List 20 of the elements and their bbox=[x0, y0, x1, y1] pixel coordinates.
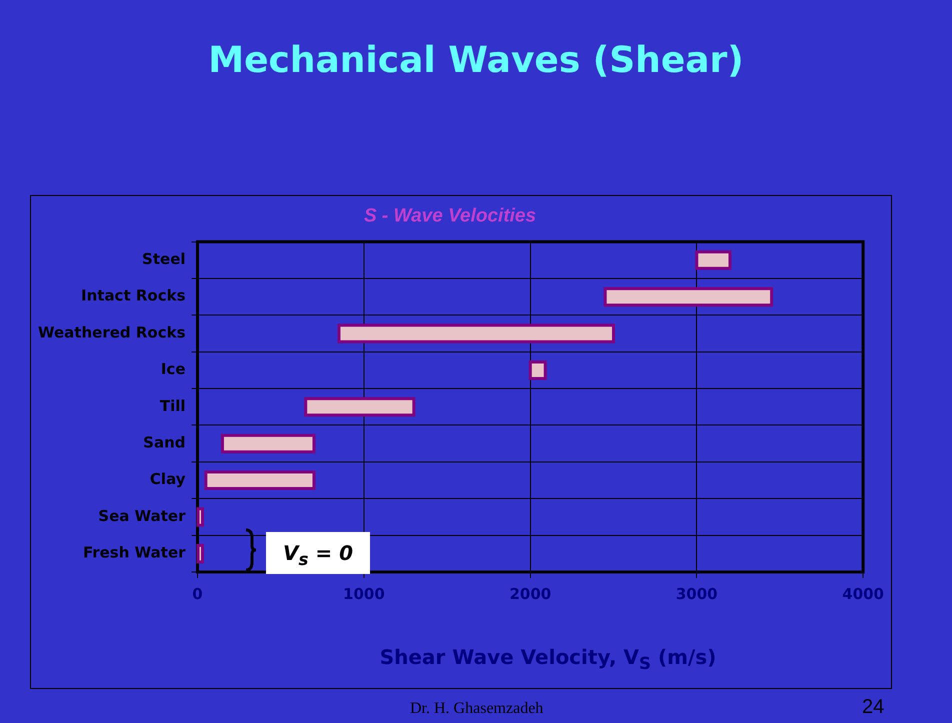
chart-subtitle: S - Wave Velocities bbox=[364, 206, 536, 227]
text: Dr. H. Ghasemzadeh bbox=[410, 700, 544, 718]
y-tick-label: Weathered Rocks bbox=[38, 323, 186, 342]
x-tick-label: 3000 bbox=[676, 584, 718, 603]
text: 24 bbox=[862, 696, 884, 719]
y-tick-label: Clay bbox=[150, 470, 186, 488]
x-tick-label: 1000 bbox=[343, 584, 385, 603]
chart-title: Mechanical Waves (Shear) bbox=[207, 40, 745, 81]
y-tick-label: Ice bbox=[160, 360, 186, 378]
y-tick-label: Sea Water bbox=[98, 506, 186, 525]
x-tick-label: 2000 bbox=[509, 584, 552, 603]
y-tick-label: Till bbox=[160, 396, 186, 415]
y-tick-label: Steel bbox=[142, 250, 186, 268]
y-tick-label: Sand bbox=[143, 433, 186, 452]
x-tick-label: 0 bbox=[192, 584, 203, 603]
y-tick-label: Intact Rocks bbox=[81, 286, 186, 305]
x-axis-title: Shear Wave Velocity, V$_{S}$ (m/s) bbox=[378, 645, 718, 673]
y-tick-label: Fresh Water bbox=[82, 544, 186, 562]
x-tick-label: 4000 bbox=[842, 584, 884, 603]
annotation: V$_{s}$ = 0 bbox=[266, 532, 370, 574]
